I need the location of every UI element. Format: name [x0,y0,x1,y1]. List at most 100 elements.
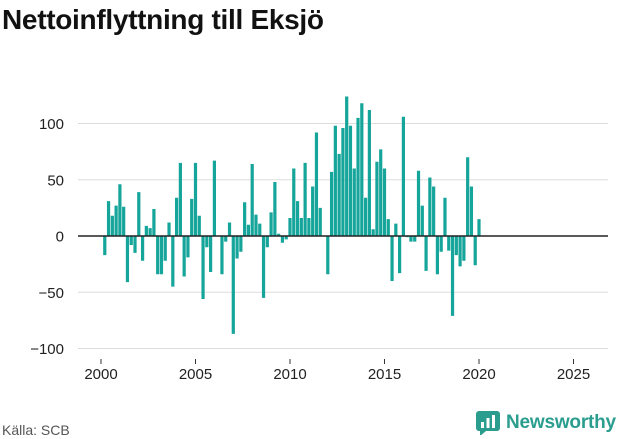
x-tick-label: 2005 [179,366,212,383]
bar [292,168,296,236]
bar [250,164,254,236]
x-tick-label: 2020 [462,366,495,383]
bar [367,110,371,236]
x-tick-label: 2015 [368,366,401,383]
bar [341,128,345,236]
bar [379,149,383,237]
bar [314,132,319,236]
bar [167,222,171,236]
bar [333,125,337,236]
bar [125,236,130,283]
bar [103,236,107,256]
bar [265,236,269,248]
bar [394,223,398,237]
bar [432,186,436,236]
bar [413,236,417,242]
bar [273,182,277,236]
bar [178,162,182,237]
chart-title: Nettoinflyttning till Eksjö [2,4,324,35]
brand-name: Newsworthy [506,412,616,433]
bar [144,225,148,237]
y-axis-ticks: 100 50 0 −50 −100 [30,116,64,358]
bar [284,236,288,240]
bar [239,236,243,252]
bar [231,236,235,334]
bar [224,236,228,242]
brand-logo: Newsworthy [476,410,616,436]
bar [182,236,186,277]
bar [280,236,285,243]
bar [110,215,114,236]
bar [227,222,232,236]
bar [133,236,137,253]
bar [156,236,160,275]
bar [477,219,481,237]
bar [205,236,209,248]
bar [454,236,458,256]
bar [329,171,334,237]
x-tick-label: 2025 [557,366,590,383]
bar [401,116,405,236]
bar [360,103,364,236]
bar [190,198,194,237]
bar [382,168,387,236]
bar [439,236,443,252]
bar [420,205,424,237]
bar [258,223,262,237]
bar [140,236,145,261]
bar [473,236,477,266]
y-tick-label: −50 [39,285,64,302]
bar [209,236,213,272]
bar [416,170,421,236]
bar [106,201,111,237]
y-tick-label: 0 [56,229,64,246]
bar [337,153,341,237]
newsworthy-chart-icon [476,411,500,435]
bar [356,117,360,237]
x-axis-ticks: 2000 2005 2010 2015 2020 2025 [84,359,590,383]
bar [152,209,156,236]
bar [254,214,258,237]
bar [469,186,474,236]
bar [409,236,413,242]
bar [174,197,179,236]
bar [246,224,251,236]
bar [235,236,239,259]
bar [261,236,266,298]
x-tick-label: 2000 [84,366,117,383]
bar [311,186,315,236]
y-tick-label: −100 [30,341,64,358]
bar [371,229,375,236]
bar [318,207,322,237]
bar [435,236,440,275]
y-tick-label: 50 [47,172,64,189]
bar [122,206,126,236]
bar [450,236,455,316]
bar [114,205,118,237]
y-tick-label: 100 [39,116,64,133]
bar [163,236,167,261]
bar [352,168,356,236]
bar [129,236,133,245]
bar [303,162,307,237]
bar [375,161,379,236]
bar [193,162,198,237]
bar [348,125,353,236]
bar [363,197,368,236]
bar [212,160,216,237]
bar [428,177,432,236]
bar [345,96,349,236]
source-label: Källa: SCB [2,422,70,438]
bars [103,96,481,334]
bar [186,236,190,258]
bar [424,236,428,271]
bar [299,218,303,236]
bar [148,228,152,237]
bar [295,201,300,237]
bar [201,236,205,299]
bar [220,236,224,275]
bar [243,202,247,236]
bar [443,197,447,236]
bar [277,233,281,236]
bar [466,157,470,236]
